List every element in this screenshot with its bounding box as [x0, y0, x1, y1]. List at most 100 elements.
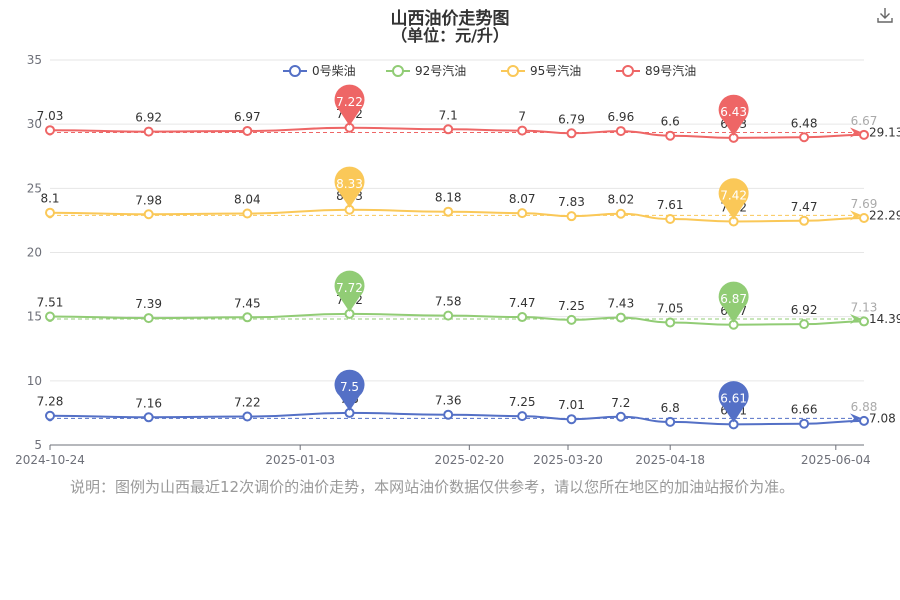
data-point: [799, 418, 810, 429]
data-point: [45, 311, 55, 322]
y-tick-label: 10: [27, 374, 42, 388]
data-point: [566, 128, 577, 139]
data-label: 6.6: [661, 115, 680, 129]
legend-label: 89号汽油: [645, 63, 696, 78]
data-label: 6.66: [791, 403, 818, 417]
data-label: 7.51: [37, 296, 64, 310]
extreme-pin: [718, 178, 749, 220]
data-label: 7.47: [791, 200, 818, 214]
data-label: 8.04: [234, 192, 261, 206]
data-label: 7.36: [435, 394, 462, 408]
data-label: 7.58: [435, 295, 462, 309]
chart-subtitle: （单位：元/升）: [391, 26, 509, 45]
average-label: 29.13: [869, 126, 900, 140]
data-label: 7.61: [657, 198, 684, 212]
legend-label: 92号汽油: [415, 63, 466, 78]
data-point: [615, 312, 626, 323]
x-tick-label: 2025-03-20: [533, 453, 603, 467]
average-arrow: [850, 210, 862, 221]
data-point: [799, 132, 810, 143]
data-point: [859, 415, 869, 426]
data-label: 6.48: [791, 116, 818, 130]
average-label: 14.39: [869, 312, 900, 326]
average-label: 7.08: [869, 411, 896, 425]
data-point: [859, 316, 869, 327]
data-label: 6.8: [661, 401, 680, 415]
data-label: 7.43: [607, 297, 634, 311]
data-point: [859, 212, 869, 223]
data-label: 7: [518, 110, 526, 124]
extreme-pin: [718, 381, 749, 423]
data-label: 6.92: [791, 303, 818, 317]
extreme-pin: [334, 166, 365, 208]
x-tick-label: 2025-06-04: [801, 453, 871, 467]
extreme-pin: [334, 369, 365, 411]
data-label: 6.88: [851, 400, 878, 414]
data-label: 7.25: [558, 299, 585, 313]
legend-marker: [507, 65, 519, 77]
data-label: 7.69: [851, 197, 878, 211]
data-point: [443, 409, 454, 420]
data-label: 7.22: [234, 396, 261, 410]
data-point: [517, 411, 528, 422]
data-label: 7.47: [509, 296, 536, 310]
extreme-pin: [334, 84, 365, 126]
x-tick-label: 2024-10-24: [15, 453, 85, 467]
data-label: 6.92: [135, 111, 162, 125]
data-label: 7.83: [558, 195, 585, 209]
extreme-pin: [718, 94, 749, 136]
extreme-pin: [718, 281, 749, 323]
data-label: 7.1: [439, 108, 458, 122]
pin-label: 7.5: [340, 380, 359, 394]
data-label: 7.05: [657, 301, 684, 315]
data-label: 7.03: [37, 109, 64, 123]
data-label: 8.18: [435, 191, 462, 205]
chart-title: 山西油价走势图: [390, 9, 510, 29]
data-point: [665, 214, 676, 225]
average-arrow: [850, 413, 862, 424]
average-label: 22.29: [869, 208, 900, 222]
data-point: [242, 125, 253, 136]
pin-label: 8.33: [336, 177, 363, 191]
data-point: [143, 313, 154, 324]
y-tick-label: 30: [27, 117, 42, 131]
legend-marker: [392, 65, 404, 77]
data-point: [517, 125, 528, 136]
data-label: 6.79: [558, 112, 585, 126]
x-tick-label: 2025-04-18: [635, 453, 705, 467]
x-tick-label: 2025-01-03: [265, 453, 335, 467]
data-point: [45, 207, 55, 218]
data-point: [443, 310, 454, 321]
data-point: [615, 126, 626, 137]
data-label: 8.02: [607, 193, 634, 207]
data-point: [45, 410, 55, 421]
legend-marker: [622, 65, 634, 77]
y-tick-label: 15: [27, 310, 42, 324]
average-arrow: [850, 314, 862, 325]
y-tick-label: 25: [27, 181, 42, 195]
data-point: [143, 209, 154, 220]
data-label: 7.98: [135, 193, 162, 207]
pin-label: 6.87: [720, 292, 747, 306]
data-label: 7.01: [558, 398, 585, 412]
data-label: 8.07: [509, 192, 536, 206]
data-point: [615, 208, 626, 219]
data-point: [45, 125, 55, 136]
data-label: 6.67: [851, 114, 878, 128]
data-label: 6.96: [607, 110, 634, 124]
legend-label: 0号柴油: [312, 64, 356, 78]
data-point: [799, 215, 810, 226]
data-point: [665, 130, 676, 141]
x-tick-label: 2025-02-20: [434, 453, 504, 467]
data-point: [443, 124, 454, 135]
footnote: 说明：图例为山西最近12次调价的油价走势，本网站油价数据仅供参考，请以您所在地区…: [70, 478, 795, 496]
data-point: [799, 319, 810, 330]
download-icon[interactable]: [876, 6, 894, 24]
data-point: [242, 411, 253, 422]
data-point: [566, 414, 577, 425]
data-point: [242, 312, 253, 323]
data-label: 7.45: [234, 296, 261, 310]
legend-label: 95号汽油: [530, 63, 581, 78]
pin-label: 7.72: [336, 281, 363, 295]
average-arrow: [850, 127, 862, 138]
